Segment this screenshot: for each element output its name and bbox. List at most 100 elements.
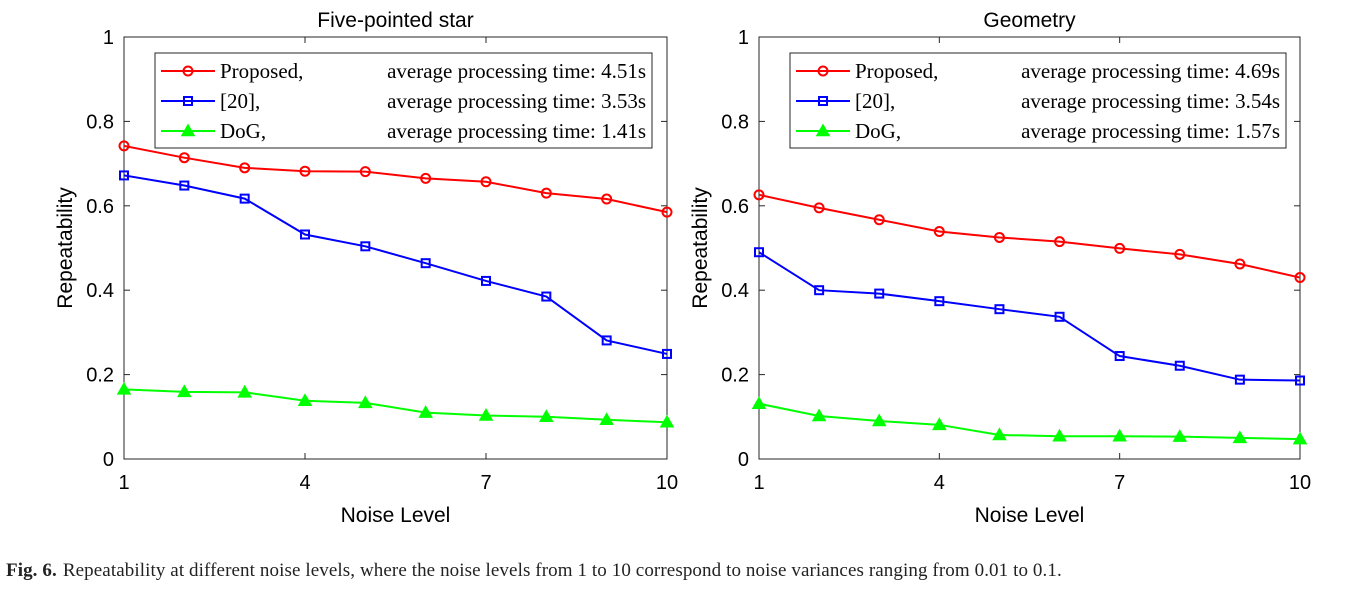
data-point [992, 427, 1007, 441]
x-tick-label: 10 [656, 472, 678, 494]
data-point [1234, 258, 1246, 270]
legend-marker [180, 123, 196, 137]
x-tick-label: 1 [753, 472, 764, 494]
legend: Proposed, average processing time: 4.69s [… [789, 52, 1287, 149]
legend-marker [182, 65, 194, 77]
legend-marker [183, 96, 193, 106]
data-point [933, 226, 945, 238]
y-tick-label: 0 [738, 449, 749, 471]
chart-panel-2: 1 4 7 10 0 0.2 0.4 0.6 0.8 1 Geometry Noise Level Re… [689, 9, 1311, 527]
chart-panel-1: 1 4 7 10 0 0.2 0.4 0.6 0.8 1 Five-pointed star Nois… [54, 9, 678, 527]
caption-label: Fig. 6. [6, 560, 57, 581]
data-point [1294, 272, 1306, 284]
legend-entry-name: Proposed, [855, 59, 938, 83]
series-3 [751, 396, 1308, 445]
data-point [297, 393, 313, 407]
y-tick-label: 0 [103, 449, 114, 471]
data-point [478, 408, 494, 421]
legend-box [154, 52, 653, 149]
data-point [1172, 429, 1188, 442]
y-tick-label: 0.2 [721, 365, 749, 387]
data-point [874, 288, 885, 299]
data-point [1292, 431, 1308, 445]
data-point [661, 206, 673, 218]
data-point [994, 304, 1005, 315]
data-point [659, 414, 675, 428]
data-point [178, 152, 190, 164]
series-line [758, 251, 1301, 382]
y-tick-label: 0.2 [86, 365, 114, 387]
data-point [1054, 311, 1065, 322]
data-point [541, 291, 552, 302]
data-point [179, 180, 190, 191]
data-point [871, 413, 887, 427]
data-point [480, 176, 492, 188]
legend: Proposed, average processing time: 4.51s [… [154, 52, 653, 149]
y-tick-label: 0.6 [86, 196, 114, 218]
y-axis-label: Repeatability [54, 187, 77, 309]
legend-entry-name: [20], [855, 89, 895, 113]
data-point [1295, 375, 1305, 386]
legend-entry-time: average processing time: 1.57s [1021, 119, 1280, 143]
series-2 [754, 247, 1305, 386]
x-axis-label: Noise Level [341, 504, 451, 527]
chart-title: Geometry [983, 9, 1076, 32]
legend-marker [817, 65, 829, 77]
data-point [599, 412, 614, 426]
legend-entry-name: Proposed, [220, 59, 303, 83]
legend-marker [818, 96, 828, 106]
series-line [123, 174, 668, 355]
series-3 [116, 381, 675, 428]
legend-entry-time: average processing time: 3.53s [387, 89, 646, 113]
data-point [1114, 351, 1125, 362]
y-tick-label: 1 [103, 27, 114, 49]
data-point [932, 417, 947, 431]
chart-title: Five-pointed star [317, 9, 473, 32]
data-point [1114, 242, 1126, 254]
x-tick-label: 4 [299, 472, 310, 494]
data-point [1174, 360, 1185, 371]
legend-entry-name: DoG, [220, 119, 266, 143]
plot-area [123, 36, 668, 460]
y-tick-label: 0.8 [86, 111, 114, 133]
data-point [418, 405, 433, 418]
legend-entry-name: [20], [220, 89, 260, 113]
series-line [123, 144, 668, 214]
legend-box [789, 52, 1287, 149]
caption-text: Repeatability at different noise levels,… [62, 560, 1062, 581]
data-point [177, 384, 192, 398]
x-tick-label: 1 [118, 472, 129, 494]
legend-entry-time: average processing time: 3.54s [1021, 89, 1280, 113]
data-point [662, 348, 672, 359]
data-point [360, 241, 371, 252]
y-tick-label: 0.4 [86, 280, 114, 302]
legend-marker [815, 123, 831, 137]
data-point [299, 165, 311, 177]
data-point [754, 247, 764, 258]
data-point [481, 275, 491, 286]
data-point [540, 187, 552, 199]
data-point [420, 172, 432, 184]
data-point [873, 214, 885, 226]
y-tick-label: 0.8 [721, 111, 749, 133]
data-point [1112, 428, 1127, 442]
data-point [601, 335, 612, 346]
legend-entry-time: average processing time: 4.69s [1021, 59, 1280, 83]
series-line [758, 193, 1301, 279]
data-point [1054, 236, 1066, 248]
x-axis-label: Noise Level [975, 504, 1085, 527]
data-point [420, 258, 431, 269]
data-point [934, 296, 945, 307]
data-point [1234, 374, 1245, 385]
series-1 [118, 140, 673, 218]
data-point [1174, 248, 1186, 260]
data-point [239, 193, 250, 204]
data-point [814, 285, 825, 296]
series-line [123, 388, 668, 424]
y-tick-label: 1 [738, 27, 749, 49]
data-point [300, 229, 310, 240]
data-point [1232, 430, 1248, 444]
data-point [118, 140, 130, 152]
data-point [358, 395, 373, 409]
